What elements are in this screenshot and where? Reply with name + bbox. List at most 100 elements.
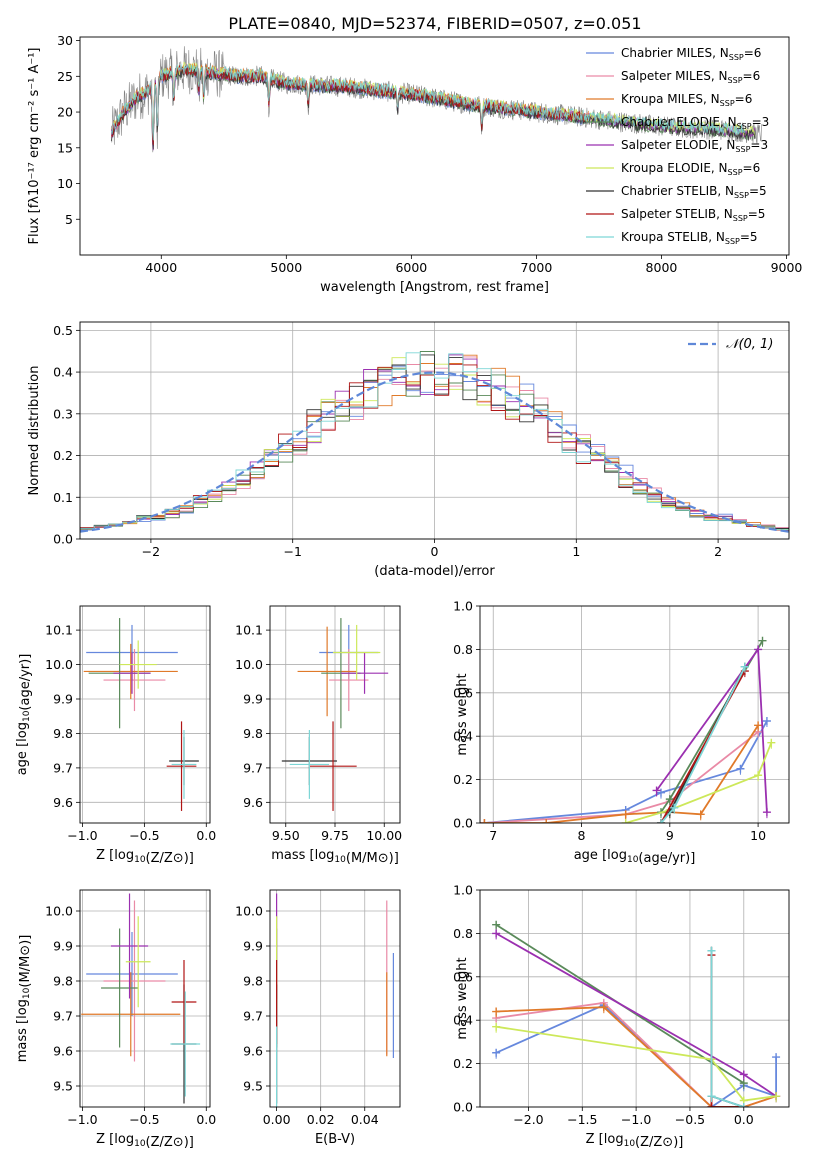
x-axis-label: E(B-V)	[315, 1132, 355, 1147]
x-tick-label: 10	[750, 828, 766, 843]
legend-label: Salpeter STELIB, NSSP=5	[621, 207, 765, 223]
x-axis-label: Z [log10(Z/Z⊙)]	[586, 1132, 684, 1150]
y-tick-label: 9.8	[53, 726, 73, 741]
y-tick-label: 10.0	[45, 904, 73, 919]
y-tick-label: 0.6	[453, 685, 473, 700]
weight_vs_age-axes: 7 8 9 10 0.0 0.2 0.4 0.6 0.8 1.0 age [log10(age/yr…	[453, 599, 789, 866]
legend-label: Salpeter ELODIE, NSSP=3	[621, 138, 768, 154]
spectrum-axes: 4000 5000 6000 7000 8000 9000 5 10 15 20 25 30 wavel…	[27, 33, 802, 295]
y-axis-label: mass [log10(M/M⊙)]	[15, 935, 33, 1063]
weight-series	[652, 645, 771, 819]
weight-series	[656, 667, 749, 823]
y-axis-label: mass weight	[455, 673, 470, 755]
y-tick-label: 9.9	[243, 692, 263, 707]
x-tick-label: 6000	[395, 260, 427, 275]
errorbar-point	[289, 730, 330, 799]
weight-line	[710, 950, 745, 1107]
y-tick-label: 9.7	[53, 760, 73, 775]
age_vs_Z-axes: −1.0 −0.5 0.0 9.6 9.7 9.8 9.9 10.0 10.1 Z [log10(…	[15, 606, 216, 866]
mass_vs_ebv-frame	[269, 889, 401, 1108]
y-tick-label: 0.2	[453, 1056, 473, 1071]
legend-label: Chabrier MILES, NSSP=6	[621, 46, 761, 62]
normal-legend-label: 𝒩(0, 1)	[726, 337, 773, 352]
x-tick-label: 9.75	[321, 828, 349, 843]
weight-series	[480, 717, 771, 823]
residuals-plot-area	[80, 351, 789, 533]
weight-line	[495, 1003, 777, 1107]
x-tick-label: 9000	[771, 260, 803, 275]
y-tick-label: 0.2	[453, 772, 473, 787]
y-tick-label: 1.0	[453, 883, 473, 898]
y-tick-label: 0.0	[453, 816, 473, 831]
x-tick-label: 0.04	[351, 1112, 379, 1127]
x-axis-label: wavelength [Angstrom, rest frame]	[320, 280, 549, 295]
errorbar-point	[297, 626, 357, 717]
x-tick-label: −2.0	[513, 1112, 543, 1127]
y-tick-label: 10.0	[235, 904, 263, 919]
x-tick-label: 4000	[145, 260, 177, 275]
y-tick-label: 9.5	[53, 1079, 73, 1094]
errorbar-point	[86, 932, 178, 1016]
errorbar-point	[110, 893, 149, 999]
errorbar-point	[103, 900, 166, 1062]
spectrum-plot-area	[110, 46, 762, 153]
legend-label: Kroupa MILES, NSSP=6	[621, 92, 752, 108]
y-axis-label: Flux [fλ10⁻¹⁷ erg cm⁻² s⁻¹ A⁻¹]	[27, 48, 42, 245]
x-tick-label: −1.5	[567, 1112, 597, 1127]
errorbar-point	[166, 721, 197, 811]
x-tick-label: −2	[142, 544, 160, 559]
model-spectrum	[110, 63, 746, 141]
y-axis-label: age [log10(age/yr)]	[15, 654, 33, 776]
mass_vs_ebv-axes: 0.00 0.02 0.04 9.5 9.6 9.7 9.8 9.9 10.0 E(B-V)	[235, 890, 400, 1147]
y-tick-label: 0.0	[53, 532, 73, 547]
x-axis-label: (data-model)/error	[374, 564, 495, 579]
y-tick-label: 10	[57, 176, 73, 191]
y-tick-label: 0.8	[453, 926, 473, 941]
y-tick-label: 30	[57, 33, 73, 48]
y-tick-label: 10.0	[235, 657, 263, 672]
y-tick-label: 0.4	[53, 365, 73, 380]
x-tick-label: −1	[283, 544, 301, 559]
mass_vs_Z-plot-area	[81, 893, 201, 1104]
errorbar-point	[103, 649, 166, 712]
x-tick-label: 5000	[270, 260, 302, 275]
residuals-frame	[79, 321, 790, 540]
y-tick-label: 9.6	[53, 795, 73, 810]
weight-series	[656, 662, 749, 823]
spectrum-legend: Chabrier MILES, NSSP=6 Salpeter MILES, NS…	[586, 46, 769, 246]
errorbar-point	[170, 991, 201, 1097]
x-tick-label: 0.0	[196, 828, 216, 843]
x-tick-label: −0.5	[129, 1112, 159, 1127]
errorbar-point	[113, 652, 151, 694]
age_vs_Z-plot-area	[83, 618, 199, 811]
x-axis-label: mass [log10(M/M⊙)]	[271, 848, 399, 866]
y-tick-label: 9.6	[53, 1044, 73, 1059]
errorbar-point	[340, 652, 389, 694]
legend-label: Chabrier STELIB, NSSP=5	[621, 184, 767, 200]
errorbar-point	[125, 916, 151, 1008]
observed-spectrum	[111, 46, 762, 153]
x-tick-label: −1.0	[621, 1112, 651, 1127]
weight-series	[656, 636, 767, 819]
figure-title: PLATE=0840, MJD=52374, FIBERID=0507, z=0…	[228, 14, 641, 33]
errorbar-point	[309, 721, 357, 811]
weight-series	[480, 727, 763, 823]
weight-line	[625, 742, 773, 823]
weight-series	[707, 946, 748, 1107]
errorbar-point	[171, 960, 197, 1044]
x-tick-label: 1	[572, 544, 580, 559]
x-tick-label: 10.00	[366, 828, 402, 843]
y-tick-label: 9.9	[53, 692, 73, 707]
spectrum-frame	[79, 36, 790, 256]
y-tick-label: 9.8	[243, 974, 263, 989]
x-tick-label: 0	[431, 544, 439, 559]
x-axis-label: Z [log10(Z/Z⊙)]	[96, 1132, 194, 1150]
y-tick-label: 10.1	[235, 623, 263, 638]
model-spectrum	[110, 61, 756, 143]
y-tick-label: 9.8	[243, 726, 263, 741]
y-tick-label: 10.1	[45, 623, 73, 638]
y-tick-label: 0.8	[453, 642, 473, 657]
age_vs_Z-frame	[79, 605, 211, 824]
x-tick-label: −1.0	[67, 1112, 97, 1127]
weight-line	[495, 1025, 777, 1102]
